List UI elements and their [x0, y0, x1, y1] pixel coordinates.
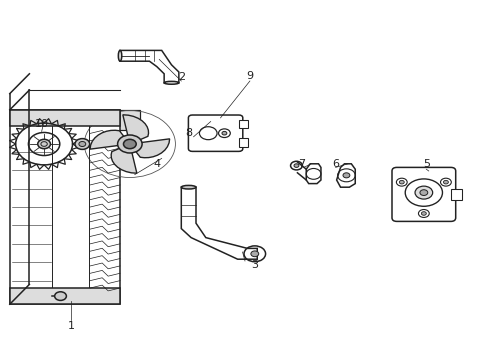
Ellipse shape: [181, 185, 196, 189]
Bar: [239, 120, 247, 129]
Text: 7: 7: [298, 159, 305, 169]
Polygon shape: [337, 164, 355, 187]
Ellipse shape: [164, 81, 179, 84]
Text: 8: 8: [185, 128, 192, 138]
Circle shape: [38, 139, 50, 149]
Bar: [10, 110, 120, 304]
Circle shape: [420, 190, 428, 195]
FancyBboxPatch shape: [392, 167, 456, 221]
Polygon shape: [134, 139, 170, 158]
Polygon shape: [123, 115, 148, 141]
Circle shape: [399, 180, 404, 184]
Text: 2: 2: [178, 72, 185, 82]
Text: 4: 4: [153, 159, 160, 169]
Circle shape: [443, 180, 448, 184]
Text: 9: 9: [246, 71, 253, 81]
Bar: [239, 138, 247, 147]
Circle shape: [415, 186, 433, 199]
Circle shape: [421, 212, 426, 215]
Circle shape: [55, 292, 67, 300]
Text: 1: 1: [68, 321, 74, 331]
Text: 3: 3: [251, 260, 258, 270]
Polygon shape: [120, 50, 179, 83]
FancyBboxPatch shape: [188, 115, 243, 152]
Circle shape: [222, 131, 227, 135]
Polygon shape: [90, 130, 125, 149]
Bar: [451, 189, 462, 200]
Circle shape: [123, 139, 136, 149]
Text: 5: 5: [423, 159, 430, 169]
Circle shape: [343, 173, 350, 178]
Polygon shape: [181, 187, 257, 259]
Bar: [10, 110, 120, 126]
Circle shape: [294, 164, 299, 167]
Circle shape: [251, 251, 259, 257]
Polygon shape: [306, 164, 321, 184]
Bar: [29, 110, 140, 130]
Bar: [10, 288, 120, 304]
Circle shape: [79, 141, 86, 147]
Circle shape: [118, 135, 142, 153]
Circle shape: [75, 139, 90, 149]
Text: 10: 10: [35, 119, 49, 129]
Ellipse shape: [119, 50, 122, 61]
Polygon shape: [111, 147, 137, 173]
Text: 6: 6: [332, 159, 339, 169]
